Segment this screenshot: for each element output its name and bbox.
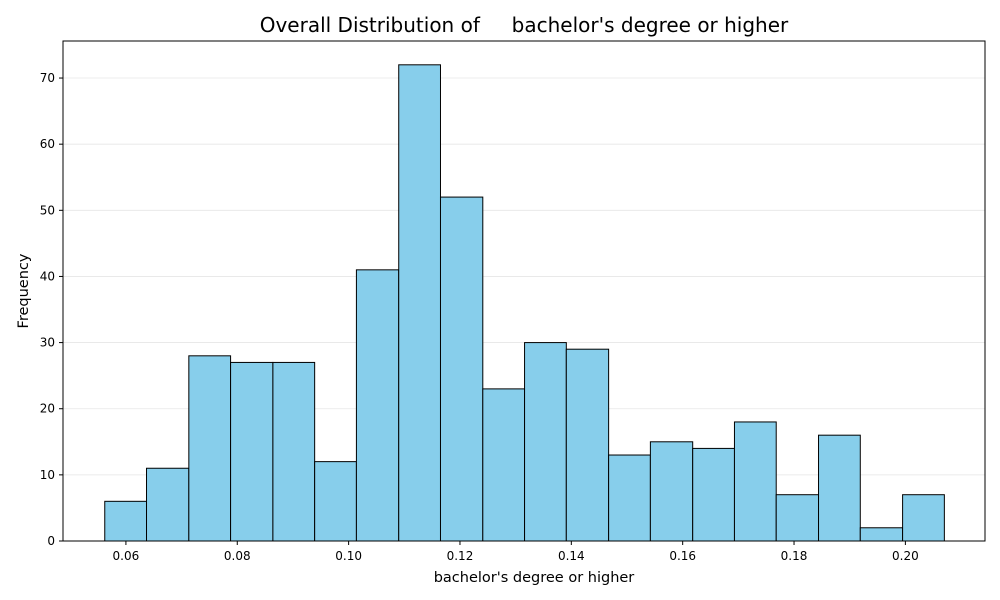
histogram-bar	[146, 467, 190, 542]
histogram-bar	[188, 355, 232, 542]
histogram-bar	[608, 454, 651, 542]
y-axis-label: Frequency	[16, 253, 32, 328]
y-tick-label: 20	[40, 402, 55, 416]
histogram-bar	[775, 494, 820, 542]
bars	[104, 64, 945, 542]
histogram-bar	[818, 434, 861, 542]
histogram-bar	[692, 447, 735, 542]
histogram-bar	[439, 196, 484, 542]
x-axis-label: bachelor's degree or higher	[434, 570, 635, 586]
histogram-bar	[902, 494, 945, 542]
x-tick-label: 0.16	[669, 549, 696, 563]
histogram-bar	[524, 342, 567, 542]
histogram-bar	[230, 361, 274, 542]
y-tick-label: 50	[40, 203, 55, 217]
histogram-bar	[733, 421, 777, 542]
y-axis-ticks: 0 10 20 30 40 50 60 70	[40, 71, 63, 548]
x-tick-label: 0.08	[224, 549, 251, 563]
x-tick-label: 0.18	[781, 549, 808, 563]
histogram-bar	[314, 461, 357, 542]
histogram-bar	[398, 64, 441, 542]
histogram-bar	[355, 269, 400, 542]
histogram-bar	[482, 388, 526, 542]
histogram-bar	[272, 361, 316, 542]
x-tick-label: 0.06	[113, 549, 140, 563]
y-tick-label: 10	[40, 468, 55, 482]
x-axis-ticks: 0.06 0.08 0.10 0.12 0.14 0.16 0.18 0.20	[113, 541, 919, 563]
plot-frame	[62, 40, 986, 542]
histogram-bar	[104, 500, 148, 542]
x-tick-label: 0.14	[558, 549, 585, 563]
y-tick-label: 70	[40, 71, 55, 85]
histogram-bar	[649, 441, 694, 542]
histogram-bar	[859, 527, 904, 542]
y-tick-label: 60	[40, 137, 55, 151]
x-tick-label: 0.12	[447, 549, 474, 563]
histogram-bar	[565, 348, 610, 542]
x-tick-label: 0.20	[892, 549, 919, 563]
x-tick-label: 0.10	[335, 549, 362, 563]
y-tick-label: 30	[40, 336, 55, 350]
y-tick-label: 40	[40, 269, 55, 283]
y-tick-label: 0	[47, 534, 55, 548]
chart-title: Overall Distribution of bachelor's degre…	[260, 13, 789, 37]
